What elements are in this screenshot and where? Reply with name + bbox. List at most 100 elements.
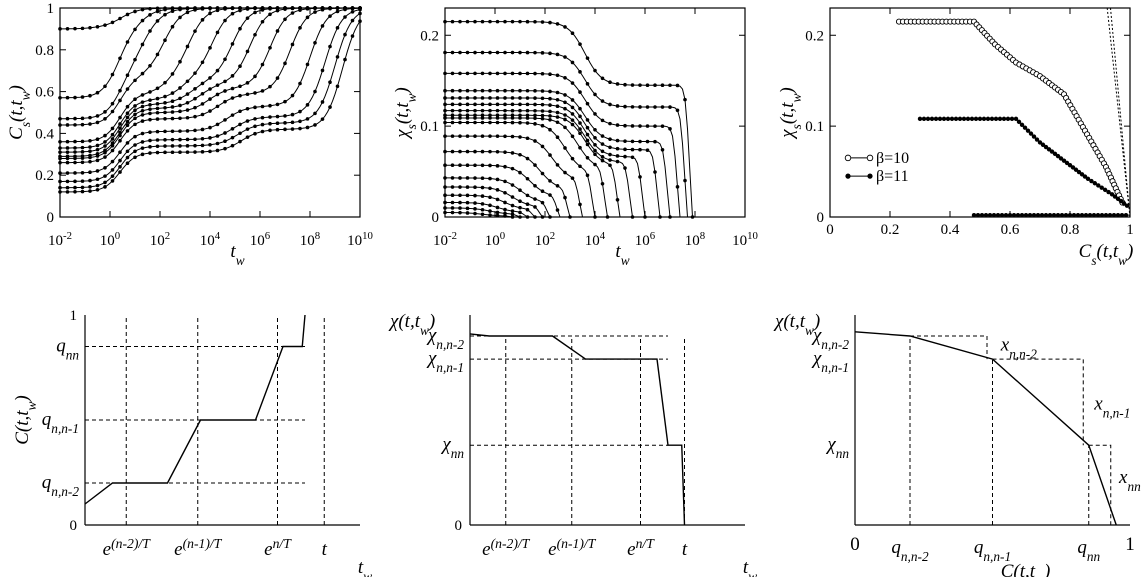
data-point xyxy=(1056,213,1060,217)
data-point xyxy=(972,213,976,217)
data-point xyxy=(133,155,137,159)
data-point xyxy=(103,140,107,144)
data-point xyxy=(608,158,612,162)
data-point xyxy=(186,138,190,142)
data-point xyxy=(481,194,485,198)
data-point xyxy=(133,97,137,101)
data-point xyxy=(541,145,545,149)
data-point xyxy=(156,138,160,142)
data-point xyxy=(631,215,635,219)
data-point xyxy=(556,22,560,26)
data-point xyxy=(556,53,560,57)
data-point xyxy=(73,146,77,150)
data-point xyxy=(548,128,552,132)
data-point xyxy=(118,150,122,154)
y-tick-label: qn,n-1 xyxy=(42,409,79,436)
data-point xyxy=(298,26,302,30)
data-point xyxy=(96,148,100,152)
data-point xyxy=(466,89,470,93)
data-point xyxy=(223,19,227,23)
data-point xyxy=(133,143,137,147)
data-point xyxy=(208,6,212,10)
data-point xyxy=(111,149,115,153)
x-tick-label: 0.2 xyxy=(881,222,900,238)
data-point xyxy=(593,136,597,140)
data-point xyxy=(481,72,485,76)
data-point xyxy=(976,213,980,217)
data-point xyxy=(156,19,160,23)
data-point xyxy=(511,103,515,107)
data-point xyxy=(216,149,220,153)
data-point xyxy=(616,139,620,143)
data-point xyxy=(73,180,77,184)
data-point xyxy=(186,129,190,133)
data-point xyxy=(571,123,575,127)
data-point xyxy=(171,110,175,114)
data-point xyxy=(488,213,492,217)
x-axis-label: tw xyxy=(615,241,629,268)
data-point xyxy=(616,82,620,86)
data-point xyxy=(231,144,235,148)
data-point xyxy=(533,51,537,55)
data-point xyxy=(171,25,175,29)
data-point xyxy=(306,6,310,10)
data-point xyxy=(133,113,137,117)
data-point xyxy=(526,51,530,55)
data-point xyxy=(208,150,212,154)
x-tick-label: qnn xyxy=(1077,537,1100,564)
data-point xyxy=(148,145,152,149)
data-point xyxy=(1012,213,1016,217)
data-point xyxy=(578,90,582,94)
data-point xyxy=(133,104,137,108)
data-point xyxy=(261,6,265,10)
data-point xyxy=(631,140,635,144)
data-point xyxy=(982,117,986,121)
data-point xyxy=(103,174,107,178)
data-point xyxy=(148,139,152,143)
data-point xyxy=(496,198,500,202)
data-point xyxy=(488,20,492,24)
data-point xyxy=(526,208,530,212)
data-point xyxy=(96,152,100,156)
data-point xyxy=(208,76,212,80)
data-point xyxy=(458,201,462,205)
data-point xyxy=(601,155,605,159)
data-point xyxy=(443,201,447,205)
x-tick-label: 0.6 xyxy=(1001,222,1020,238)
data-point xyxy=(458,211,462,215)
data-point xyxy=(208,87,212,91)
data-point xyxy=(668,215,672,219)
data-point xyxy=(623,83,627,87)
data-point xyxy=(73,96,77,100)
data-point xyxy=(1116,213,1120,217)
data-point xyxy=(163,81,167,85)
data-point xyxy=(623,148,627,152)
data-point xyxy=(201,60,205,64)
data-point xyxy=(526,136,530,140)
data-point xyxy=(481,20,485,24)
data-point xyxy=(186,6,190,10)
data-point xyxy=(111,110,115,114)
data-point xyxy=(563,126,567,130)
data-point xyxy=(66,171,70,175)
data-point xyxy=(223,57,227,61)
data-point xyxy=(268,12,272,16)
data-point xyxy=(336,6,340,10)
data-point xyxy=(126,129,130,133)
data-point xyxy=(216,83,220,87)
data-point xyxy=(473,194,477,198)
data-point xyxy=(458,96,462,100)
data-point xyxy=(922,117,926,121)
data-point xyxy=(148,130,152,134)
data-point xyxy=(238,140,242,144)
data-point xyxy=(126,141,130,145)
data-point xyxy=(208,46,212,50)
data-point xyxy=(231,96,235,100)
data-point xyxy=(533,215,537,219)
data-point xyxy=(73,161,77,165)
data-point xyxy=(268,122,272,126)
data-point xyxy=(1060,213,1064,217)
data-point xyxy=(118,170,122,174)
data-point xyxy=(556,98,560,102)
data-point xyxy=(481,164,485,168)
